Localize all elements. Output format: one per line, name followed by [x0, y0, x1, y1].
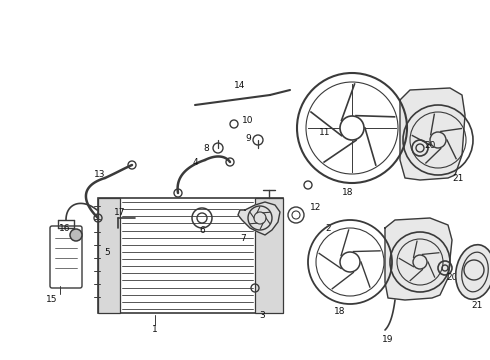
Text: 5: 5 — [104, 248, 110, 257]
Text: 17: 17 — [114, 207, 126, 216]
Circle shape — [70, 229, 82, 241]
Text: 3: 3 — [259, 310, 265, 320]
Bar — [255, 198, 283, 313]
Text: 20: 20 — [424, 140, 436, 149]
Text: 8: 8 — [203, 144, 209, 153]
Polygon shape — [385, 218, 452, 300]
Polygon shape — [238, 202, 280, 235]
Text: 7: 7 — [240, 234, 246, 243]
Text: 10: 10 — [242, 116, 254, 125]
Text: 19: 19 — [382, 336, 394, 345]
Text: 14: 14 — [234, 81, 245, 90]
Text: 18: 18 — [334, 307, 346, 316]
Ellipse shape — [456, 245, 490, 299]
Text: 1: 1 — [152, 325, 158, 334]
Text: 6: 6 — [199, 225, 205, 234]
Bar — [98, 198, 283, 313]
Text: 11: 11 — [319, 127, 331, 136]
Text: 18: 18 — [342, 188, 354, 197]
FancyBboxPatch shape — [50, 226, 82, 288]
Text: 15: 15 — [46, 296, 58, 305]
Text: 20: 20 — [446, 274, 458, 283]
Bar — [98, 198, 120, 313]
Text: 9: 9 — [245, 134, 251, 143]
Text: 16: 16 — [59, 224, 71, 233]
Text: 4: 4 — [192, 158, 198, 166]
Text: 13: 13 — [94, 170, 106, 179]
Text: 12: 12 — [310, 202, 322, 212]
Text: 21: 21 — [471, 301, 483, 310]
Polygon shape — [400, 88, 465, 180]
Text: 2: 2 — [325, 224, 331, 233]
Text: 21: 21 — [452, 174, 464, 183]
